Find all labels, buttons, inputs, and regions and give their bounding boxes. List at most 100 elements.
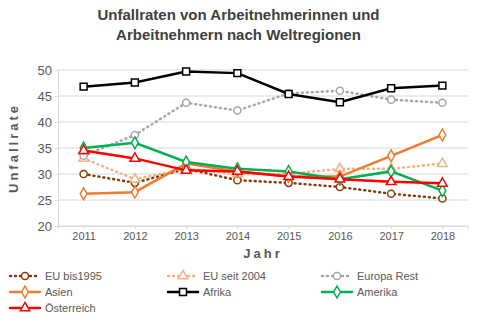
- series-marker: [131, 79, 138, 86]
- series-marker: [285, 90, 292, 97]
- series-marker: [181, 165, 191, 173]
- legend-marker: [333, 272, 340, 279]
- legend-label: EU bis1995: [45, 270, 102, 282]
- y-tick-mark: [55, 96, 58, 97]
- series-marker: [388, 150, 395, 162]
- series-marker: [130, 153, 140, 161]
- legend-item: EU seit 2004: [168, 270, 266, 282]
- series-line: [84, 151, 443, 184]
- legend-item: Asien: [10, 286, 73, 298]
- y-tick-label: 25: [38, 193, 52, 208]
- grid-line: [58, 122, 468, 123]
- series-marker: [130, 174, 140, 182]
- x-tick-mark: [237, 226, 238, 229]
- x-tick: 2013: [174, 226, 198, 242]
- series-marker: [386, 176, 396, 184]
- series-line: [84, 72, 443, 103]
- series-marker: [388, 96, 395, 103]
- legend-item: Österreich: [10, 302, 96, 314]
- series-marker: [438, 178, 448, 186]
- x-tick-label: 2017: [379, 230, 403, 242]
- y-tick-mark: [55, 70, 58, 71]
- x-axis: 2011 2012 2013 2014 2015 2016 2017 2018: [59, 226, 469, 242]
- grid: [58, 70, 468, 226]
- legend-label: Europa Rest: [357, 270, 418, 282]
- series-marker: [388, 190, 395, 197]
- legend-label: Amerika: [357, 286, 398, 298]
- legend-marker: [22, 286, 29, 298]
- x-tick-mark: [442, 226, 443, 229]
- x-tick-label: 2013: [174, 230, 198, 242]
- y-tick: 35: [38, 141, 58, 156]
- x-axis-line: [59, 227, 469, 230]
- title: Unfallraten von Arbeitnehmerinnen und Arb…: [98, 6, 380, 43]
- legend: EU bis1995 EU seit 2004 Europa Rest Asien Af…: [10, 270, 418, 314]
- y-tick-label: 45: [38, 89, 52, 104]
- x-tick-label: 2015: [277, 230, 301, 242]
- plot-area: [79, 68, 447, 202]
- x-tick: 2015: [277, 226, 301, 242]
- series-marker: [234, 70, 241, 77]
- legend-label: Asien: [45, 286, 73, 298]
- y-axis-title: Unfallrate: [6, 103, 21, 193]
- chart: Unfallraten von Arbeitnehmerinnen und Arb…: [0, 0, 477, 325]
- y-tick-label: 30: [38, 167, 52, 182]
- y-axis-line: [55, 71, 59, 227]
- series-marker: [183, 68, 190, 75]
- y-tick-label: 40: [38, 115, 52, 130]
- series-marker: [439, 82, 446, 89]
- legend-label: EU seit 2004: [203, 270, 266, 282]
- x-tick: 2018: [431, 226, 455, 242]
- y-axis: 20253035404550: [38, 63, 59, 234]
- legend-label: Österreich: [45, 302, 96, 314]
- series-marker: [336, 87, 343, 94]
- y-tick-label: 20: [38, 219, 52, 234]
- y-tick-mark: [55, 226, 58, 227]
- series-marker: [439, 99, 446, 106]
- legend-label: Afrika: [203, 286, 232, 298]
- grid-line: [58, 200, 468, 201]
- series-line: [84, 135, 443, 194]
- x-tick: 2012: [123, 226, 147, 242]
- x-tick-mark: [186, 226, 187, 229]
- series-marker: [79, 145, 89, 153]
- x-tick-label: 2012: [123, 230, 147, 242]
- series-marker: [80, 188, 87, 200]
- y-tick-mark: [55, 148, 58, 149]
- y-tick-label: 35: [38, 141, 52, 156]
- x-tick-mark: [340, 226, 341, 229]
- y-tick: 40: [38, 115, 58, 130]
- title-line: Unfallraten von Arbeitnehmerinnen und: [98, 6, 380, 23]
- series-marker: [131, 137, 138, 149]
- series-marker: [233, 166, 243, 174]
- series-marker: [284, 171, 294, 179]
- x-tick-mark: [135, 226, 136, 229]
- y-tick-mark: [55, 122, 58, 123]
- x-axis-title: Jahr: [243, 246, 282, 261]
- series-line: [84, 143, 443, 191]
- x-tick: 2014: [226, 226, 250, 242]
- y-tick: 20: [38, 219, 58, 234]
- series-marker: [336, 99, 343, 106]
- x-tick-mark: [289, 226, 290, 229]
- y-tick-mark: [55, 200, 58, 201]
- series-marker: [234, 107, 241, 114]
- x-tick: 2016: [328, 226, 352, 242]
- title-line: Arbeitnehmern nach Weltregionen: [116, 26, 361, 43]
- x-tick-mark: [84, 226, 85, 229]
- x-tick: 2017: [379, 226, 403, 242]
- x-tick-label: 2014: [226, 230, 250, 242]
- x-tick-mark: [391, 226, 392, 229]
- y-tick: 25: [38, 193, 58, 208]
- x-tick: 2011: [72, 226, 96, 242]
- legend-marker: [178, 270, 188, 278]
- x-tick-label: 2011: [72, 230, 96, 242]
- legend-marker: [180, 289, 187, 296]
- series-marker: [285, 90, 292, 97]
- legend-item: EU bis1995: [10, 270, 102, 282]
- legend-marker: [334, 286, 341, 298]
- legend-item: Afrika: [168, 286, 232, 298]
- grid-line: [58, 70, 468, 71]
- series-marker: [438, 158, 448, 166]
- grid-line: [58, 96, 468, 97]
